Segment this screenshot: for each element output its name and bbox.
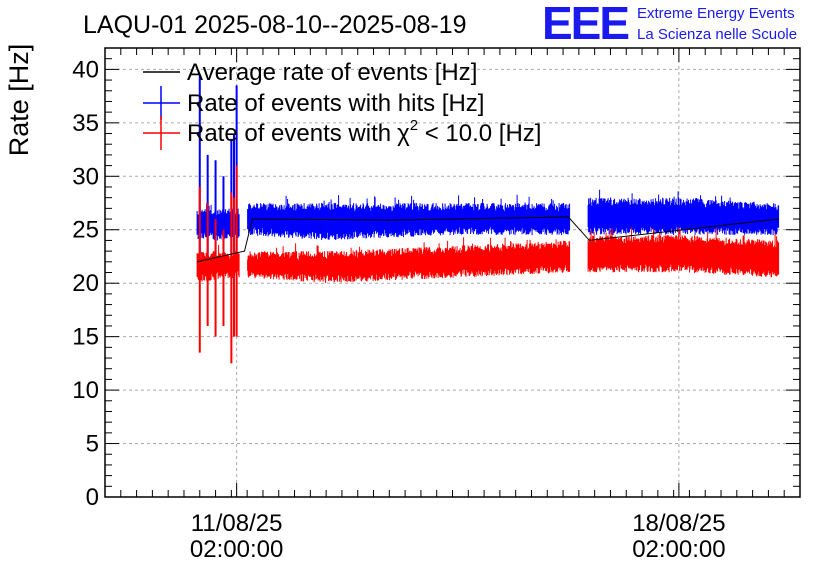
legend-chi2-symbol: χ: [397, 120, 410, 147]
y-tick-label-10: 10: [72, 377, 99, 404]
y-tick-label-25: 25: [72, 217, 99, 244]
y-tick-label-5: 5: [86, 431, 99, 458]
y-tick-label-35: 35: [72, 110, 99, 137]
legend-entry-average: Average rate of events [Hz]: [143, 59, 477, 86]
average-line: [196, 216, 779, 263]
legend: Average rate of events [Hz] Rate of even…: [143, 59, 541, 150]
legend-chi2-label-main: Rate of events with: [187, 120, 391, 147]
eee-logo-line1: Extreme Energy Events: [637, 5, 795, 22]
series-band-2: [196, 227, 780, 283]
y-axis-title: Rate [Hz]: [4, 44, 34, 157]
y-tick-label-0: 0: [86, 484, 99, 511]
data-series: [196, 74, 780, 364]
legend-entry-hits: Rate of events with hits [Hz]: [143, 86, 484, 120]
y-tick-label-20: 20: [72, 270, 99, 297]
legend-label-chi2: Rate of events with χ2 < 10.0 [Hz]: [187, 117, 541, 147]
legend-chi2-superscript: 2: [410, 117, 418, 134]
x-tick-label-time-1: 02:00:00: [632, 536, 725, 563]
x-tick-label-date-0: 11/08/25: [191, 510, 283, 537]
x-tick-label-time-0: 02:00:00: [190, 536, 283, 563]
series-average: [196, 216, 779, 263]
eee-logo-mark: EEE: [542, 0, 628, 49]
y-tick-label-15: 15: [72, 324, 99, 351]
legend-label-average: Average rate of events [Hz]: [187, 59, 477, 86]
x-tick-label-date-1: 18/08/25: [632, 510, 725, 537]
y-tick-label-30: 30: [72, 163, 99, 190]
y-tick-label-40: 40: [72, 56, 99, 83]
eee-logo-line2: La Scienza nelle Scuole: [637, 26, 797, 43]
legend-label-hits: Rate of events with hits [Hz]: [187, 90, 484, 117]
axis-ticks: 051015202530354011/08/2502:00:0018/08/25…: [72, 47, 801, 563]
legend-chi2-label-tail: < 10.0 [Hz]: [418, 120, 541, 147]
eee-logo: EEE Extreme Energy Events La Scienza nel…: [542, 0, 797, 49]
series-band-1: [196, 189, 780, 241]
legend-entry-chi2: Rate of events with χ2 < 10.0 [Hz]: [143, 116, 541, 150]
series-chi2: [196, 165, 780, 364]
chart-title: LAQU-01 2025-08-10--2025-08-19: [83, 11, 467, 39]
